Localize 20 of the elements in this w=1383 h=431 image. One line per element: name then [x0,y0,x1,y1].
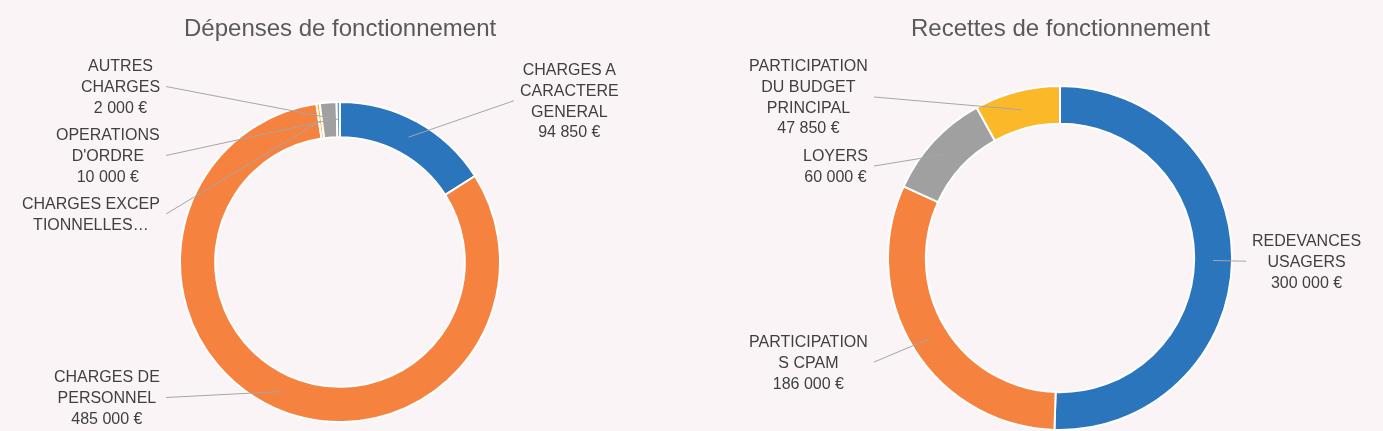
slice-label: LOYERS [803,147,868,164]
data-label: 485 000 € [71,409,143,427]
slice-label: PARTICIPATION DU BUDGET PRINCIPAL [749,57,868,116]
slice-label: PARTICIPATIONS CPAM [749,333,868,371]
chart-title: Dépenses de fonctionnement [184,14,497,41]
slice-label: AUTRES CHARGES [81,57,161,95]
donut-slice [179,102,501,423]
data-label: 60 000 € [804,167,867,185]
slice-label: OPERATIONS D'ORDRE [56,126,160,164]
data-label: 186 000 € [772,374,845,392]
slice-label: CHARGES DE PERSONNEL [54,368,160,406]
data-label: 2 000 € [93,98,148,116]
slice-label: REDEVANCES USAGERS [1252,232,1362,270]
data-label: 300 000 € [1270,273,1343,291]
data-label: 94 850 € [538,123,601,141]
chart-title: Recettes de fonctionnement [911,14,1211,41]
data-label: 10 000 € [76,167,140,185]
slice-label: CHARGES A CARACTERE GENERAL [520,61,619,120]
slice-label: CHARGES EXCEPTIONNELLES… [22,195,160,233]
data-label: 47 850 € [777,119,840,137]
